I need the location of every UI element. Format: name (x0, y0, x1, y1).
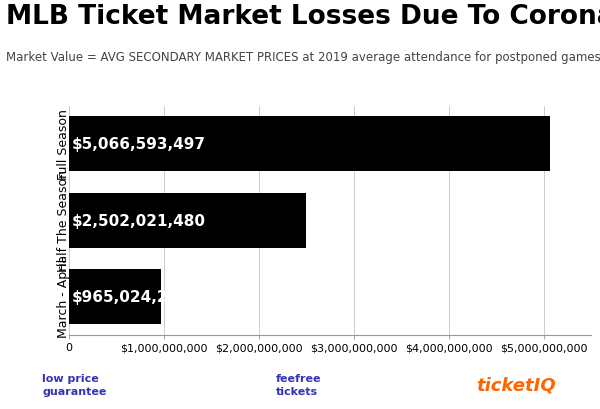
Text: MLB Ticket Market Losses Due To Coronavirus: MLB Ticket Market Losses Due To Coronavi… (6, 4, 600, 30)
Text: $965,024,218: $965,024,218 (72, 290, 190, 305)
Text: feefree
tickets: feefree tickets (276, 373, 322, 396)
Text: $2,502,021,480: $2,502,021,480 (72, 213, 206, 228)
Text: $5,066,593,497: $5,066,593,497 (72, 137, 206, 152)
Bar (69, 270, 161, 325)
Text: Market Value = AVG SECONDARY MARKET PRICES at 2019 average attendance for postpo: Market Value = AVG SECONDARY MARKET PRIC… (6, 51, 600, 64)
Bar (69, 193, 307, 248)
Text: ticketIQ: ticketIQ (476, 375, 556, 393)
Text: low price
guarantee: low price guarantee (42, 373, 106, 396)
Bar (69, 117, 550, 172)
